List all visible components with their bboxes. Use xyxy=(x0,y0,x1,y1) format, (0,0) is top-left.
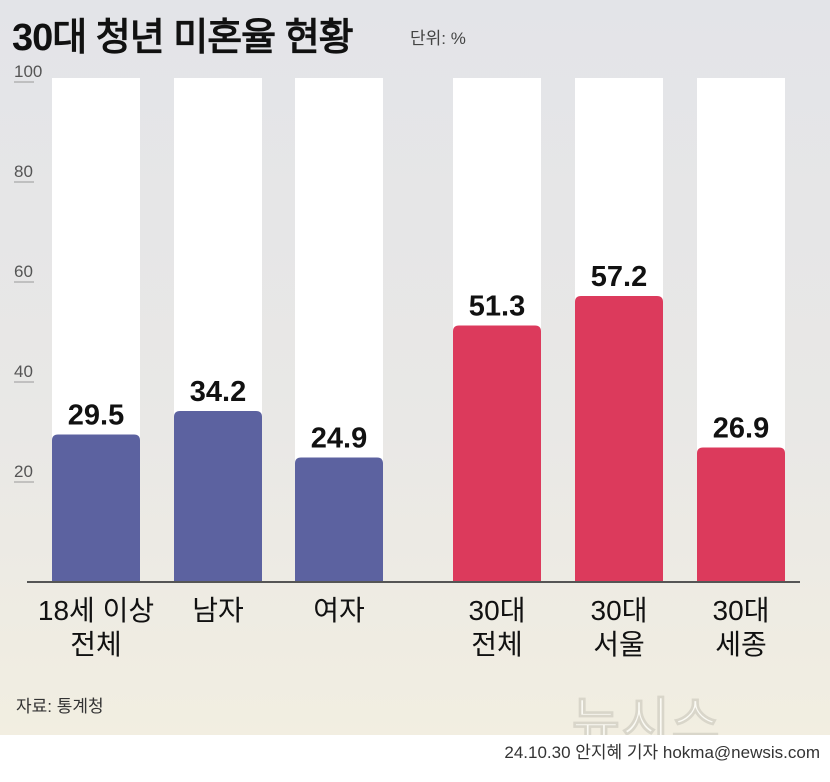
data-label: 24.9 xyxy=(311,423,367,455)
data-label: 29.5 xyxy=(68,400,124,432)
x-tick-label: 여자 xyxy=(313,595,365,626)
credit-label: 24.10.30 안지혜 기자 hokma@newsis.com xyxy=(504,743,820,762)
x-tick-label: 30대 xyxy=(591,595,648,626)
x-tick-label: 서울 xyxy=(593,629,645,660)
x-tick-label: 30대 xyxy=(469,595,526,626)
y-tick-label: 80 xyxy=(14,162,33,181)
source-label: 자료: 통계청 xyxy=(16,697,104,716)
footer-band xyxy=(0,735,830,782)
x-tick-label: 30대 xyxy=(713,595,770,626)
unit-label: 단위: % xyxy=(410,29,466,48)
bar xyxy=(453,325,541,582)
x-tick-label: 전체 xyxy=(471,629,523,660)
data-label: 34.2 xyxy=(190,376,246,408)
data-label: 26.9 xyxy=(713,413,769,445)
bar xyxy=(174,411,262,582)
y-tick-label: 60 xyxy=(14,262,33,281)
x-tick-label: 전체 xyxy=(70,629,122,660)
x-tick-label: 세종 xyxy=(715,629,767,660)
data-label: 57.2 xyxy=(591,261,647,293)
bar xyxy=(575,296,663,582)
y-tick-label: 40 xyxy=(14,362,33,381)
x-tick-label: 18세 이상 xyxy=(38,595,154,626)
y-tick-label: 100 xyxy=(14,62,42,81)
x-tick-label: 남자 xyxy=(192,595,244,626)
bar xyxy=(697,447,785,582)
data-label: 51.3 xyxy=(469,291,525,323)
chart-title: 30대 청년 미혼율 현황 xyxy=(12,17,354,59)
bar xyxy=(52,434,140,582)
y-tick-label: 20 xyxy=(14,462,33,481)
bar xyxy=(295,457,383,582)
